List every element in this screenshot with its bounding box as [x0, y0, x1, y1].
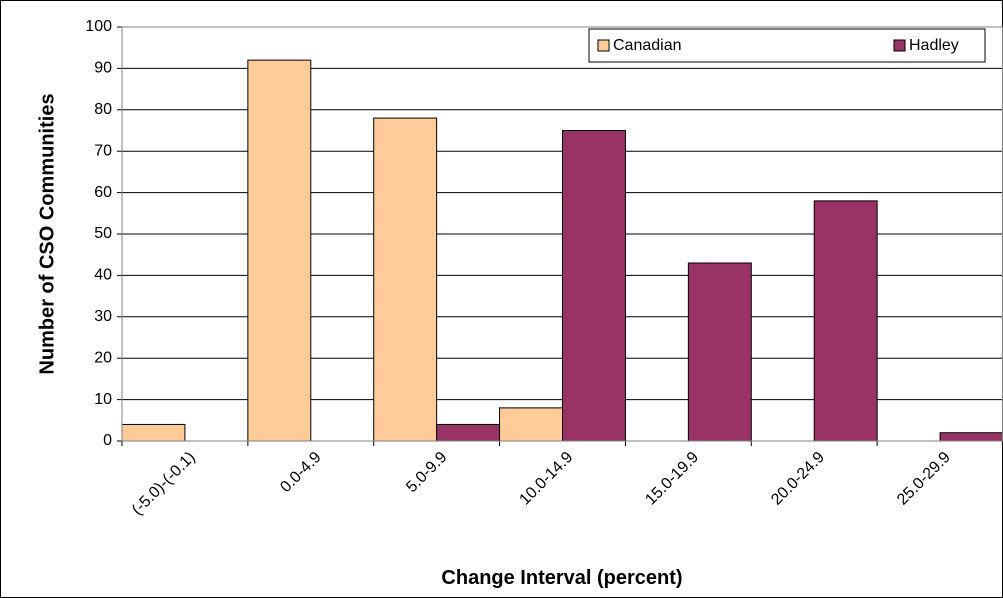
legend-swatch	[597, 39, 610, 52]
y-tick-label: 30	[94, 308, 112, 325]
y-tick-label: 40	[94, 267, 112, 284]
bar	[499, 407, 564, 442]
y-tick-label: 50	[94, 225, 112, 242]
legend-label: Hadley	[909, 37, 959, 54]
y-tick-label: 20	[94, 349, 112, 366]
legend-label: Canadian	[613, 37, 682, 54]
bar	[373, 117, 438, 442]
y-tick-label: 90	[94, 60, 112, 77]
bar	[813, 200, 878, 442]
y-tick-label: 70	[94, 142, 112, 159]
bar	[247, 59, 312, 442]
y-tick-label: 80	[94, 101, 112, 118]
legend-swatch	[893, 39, 906, 52]
y-tick-label: 0	[103, 432, 112, 449]
bar	[436, 423, 501, 442]
bar	[562, 130, 626, 442]
y-tick-label: 60	[94, 184, 112, 201]
bar	[939, 432, 1003, 442]
y-tick-label: 100	[85, 18, 112, 35]
bar	[687, 262, 752, 442]
y-tick-label: 10	[94, 391, 112, 408]
x-axis-title: Change Interval (percent)	[441, 567, 682, 589]
legend-box	[588, 28, 986, 63]
y-axis-title: Number of CSO Communities	[36, 93, 58, 374]
bar	[121, 423, 186, 442]
